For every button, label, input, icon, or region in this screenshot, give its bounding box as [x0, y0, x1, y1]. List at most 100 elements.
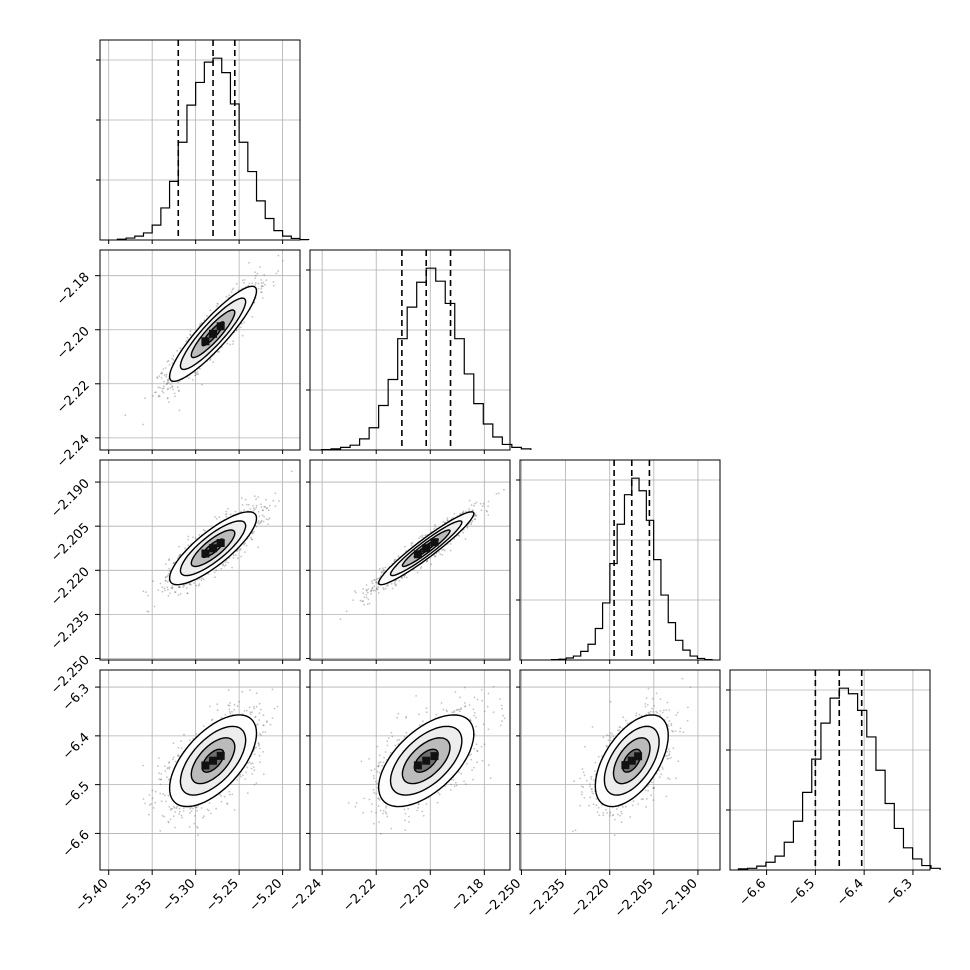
scatter-point — [186, 592, 189, 595]
scatter-point — [220, 800, 223, 803]
scatter-point — [257, 287, 260, 290]
scatter-point — [240, 497, 243, 499]
scatter-point — [229, 712, 232, 715]
scatter-point — [196, 809, 199, 812]
scatter-point — [387, 584, 389, 587]
scatter-point — [446, 519, 449, 522]
scatter-point — [190, 810, 193, 812]
scatter-point — [255, 506, 258, 509]
scatter-point — [201, 383, 203, 386]
scatter-point — [278, 500, 280, 502]
scatter-point — [142, 590, 145, 593]
density-core-cell — [209, 329, 217, 338]
scatter-point — [251, 504, 254, 507]
scatter-point — [228, 294, 231, 297]
scatter-point — [179, 810, 181, 813]
scatter-point — [249, 689, 251, 691]
scatter-point — [154, 801, 157, 804]
scatter-point — [262, 281, 265, 284]
scatter-point — [367, 588, 370, 590]
scatter-point — [371, 586, 374, 589]
scatter-point — [225, 564, 227, 566]
scatter-point — [226, 802, 228, 805]
scatter-point — [365, 596, 368, 599]
scatter-point — [382, 587, 384, 589]
scatter-point — [182, 807, 185, 809]
scatter-panel-3-0 — [99, 669, 301, 871]
scatter-point — [159, 830, 162, 832]
scatter-point — [353, 590, 356, 592]
scatter-point — [256, 272, 259, 275]
scatter-point — [172, 562, 175, 565]
scatter-point — [473, 515, 476, 517]
scatter-point — [228, 704, 231, 707]
scatter-point — [215, 518, 218, 520]
scatter-point — [157, 386, 160, 389]
scatter-point — [148, 813, 150, 816]
scatter-point — [352, 599, 354, 601]
panel-content — [100, 460, 300, 660]
scatter-point — [444, 521, 447, 524]
scatter-point — [261, 284, 263, 287]
scatter-point — [195, 806, 198, 809]
scatter-point — [265, 507, 268, 510]
scatter-point — [180, 740, 183, 742]
scatter-point — [232, 340, 235, 343]
scatter-point — [361, 600, 364, 603]
panel-frame — [729, 669, 931, 871]
scatter-point — [172, 562, 175, 564]
scatter-point — [268, 517, 271, 520]
histogram-panel-0 — [96, 39, 310, 241]
scatter-point — [177, 389, 180, 392]
scatter-point — [184, 547, 186, 550]
scatter-point — [174, 826, 177, 829]
scatter-point — [193, 371, 196, 374]
scatter-point — [160, 800, 163, 803]
scatter-point — [410, 542, 413, 545]
density-core-cell — [209, 544, 217, 553]
scatter-point — [201, 577, 203, 579]
scatter-point — [259, 521, 262, 524]
scatter-point — [194, 537, 197, 540]
scatter-point — [384, 566, 387, 569]
scatter-point — [377, 577, 379, 580]
scatter-point — [245, 503, 248, 506]
scatter-point — [178, 585, 180, 588]
scatter-point — [155, 391, 157, 394]
scatter-point — [268, 504, 271, 507]
scatter-panel-2-0 — [99, 459, 301, 661]
scatter-point — [261, 297, 264, 299]
scatter-point — [265, 279, 268, 282]
scatter-point — [167, 574, 170, 577]
scatter-point — [443, 549, 446, 552]
scatter-point — [466, 525, 469, 528]
scatter-point — [232, 556, 235, 559]
scatter-point — [147, 610, 150, 613]
density-core-cell — [201, 549, 210, 558]
scatter-point — [209, 705, 211, 708]
scatter-point — [258, 515, 261, 518]
scatter-point — [193, 822, 196, 825]
scatter-point — [359, 599, 362, 602]
scatter-point — [365, 584, 368, 586]
scatter-point — [252, 507, 255, 510]
scatter-point — [470, 504, 473, 506]
scatter-point — [177, 381, 180, 384]
scatter-point — [446, 519, 449, 521]
scatter-point — [252, 509, 255, 512]
scatter-point — [382, 570, 385, 572]
scatter-point — [249, 508, 252, 510]
scatter-point — [363, 596, 366, 598]
scatter-point — [374, 589, 376, 592]
scatter-point — [262, 285, 264, 288]
scatter-point — [189, 333, 192, 336]
scatter-point — [481, 505, 484, 507]
scatter-point — [474, 514, 477, 517]
scatter-point — [207, 573, 210, 575]
scatter-point — [185, 340, 188, 343]
scatter-point — [227, 507, 229, 510]
scatter-point — [473, 504, 475, 507]
scatter-point — [165, 375, 168, 378]
scatter-point — [179, 586, 182, 588]
